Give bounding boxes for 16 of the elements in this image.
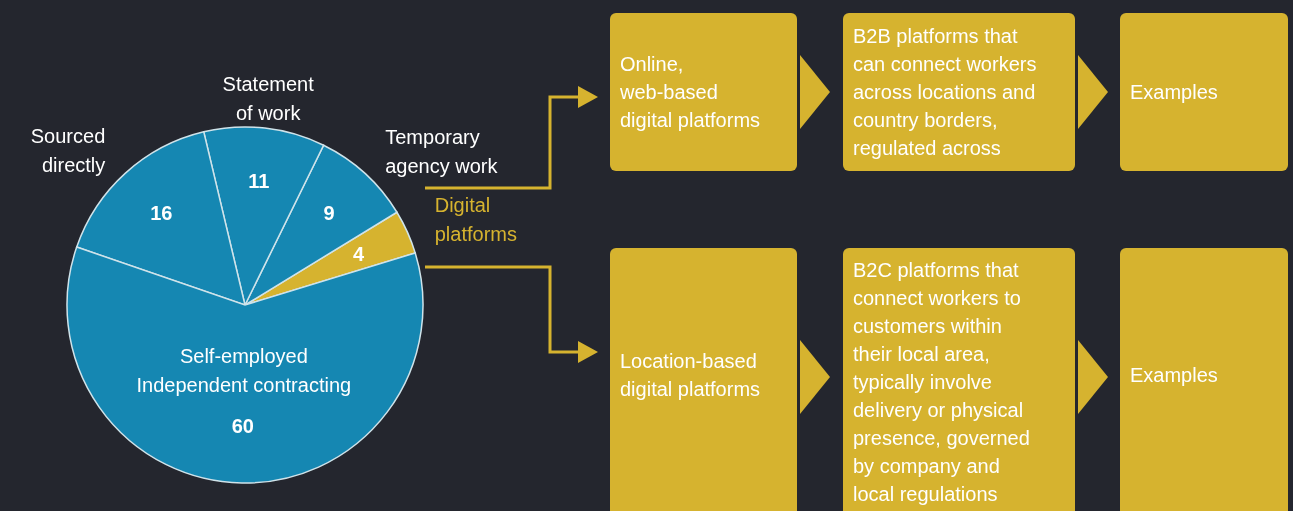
text: Online, web-based digital platforms bbox=[619, 52, 762, 133]
data-label: 60 bbox=[231, 415, 255, 438]
data-label: 16 bbox=[150, 201, 173, 224]
data-label: 9 bbox=[323, 201, 335, 224]
data-label: 11 bbox=[248, 170, 270, 193]
slice-label: Statement of work bbox=[222, 72, 315, 124]
slice-label: Self-employed Independent contracting bbox=[136, 345, 352, 397]
text: B2B platforms that can connect workers across locations and country borders, regulated across bbox=[852, 24, 1038, 161]
data-label: 4 bbox=[353, 242, 366, 265]
text: B2C platforms that connect workers to customers within their local area, typically involve delivery or physical presence, governed by company and local regulations bbox=[853, 259, 1030, 505]
slice-label: Temporary agency work bbox=[385, 125, 499, 177]
slice-label: Digital platforms bbox=[434, 194, 517, 246]
text: Examples bbox=[1129, 363, 1219, 388]
slice-label: Sourced directly bbox=[30, 125, 106, 177]
text: Examples bbox=[1129, 80, 1219, 105]
text: Location-based digital platforms bbox=[619, 349, 762, 402]
